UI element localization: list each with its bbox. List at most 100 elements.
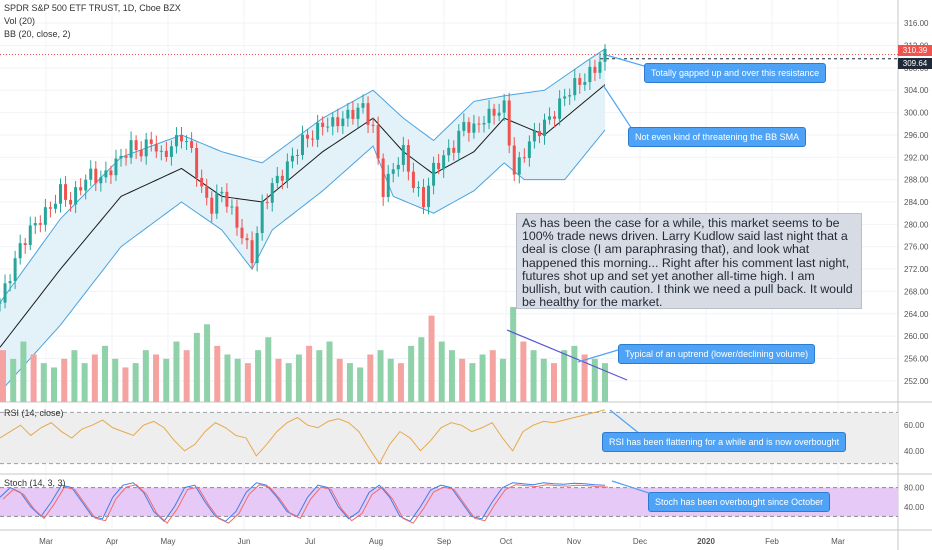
candle-body-110 <box>109 170 113 176</box>
candle-body-385 <box>386 173 390 197</box>
bb-lower-line <box>0 129 606 393</box>
volume-bar-10 <box>102 345 109 402</box>
candle-body-350 <box>351 109 355 119</box>
time-tick-Dec-9: Dec <box>633 537 647 546</box>
price-tick-304: 304.00 <box>904 86 929 95</box>
price-tick-272: 272.00 <box>904 265 929 274</box>
price-tick-288: 288.00 <box>904 176 929 185</box>
volume-bar-26 <box>265 337 272 402</box>
candle-body-240 <box>240 227 244 239</box>
candle-body-190 <box>190 141 194 149</box>
candle-body-375 <box>376 125 380 159</box>
time-tick-Oct-7: Oct <box>500 537 513 546</box>
volume-bar-19 <box>193 332 200 402</box>
price-tick-300: 300.00 <box>904 109 929 118</box>
volume-bar-4 <box>40 363 47 402</box>
candle-body-495 <box>497 112 501 116</box>
time-tick-2020-10: 2020 <box>697 537 715 546</box>
volume-bar-59 <box>602 363 608 402</box>
candle-body-555 <box>558 98 562 119</box>
price-tick-256: 256.00 <box>904 354 929 363</box>
bb-indicator-label: BB (20, close, 2) <box>4 29 71 39</box>
rsi-annotation[interactable]: RSI has been flattening for a while and … <box>602 432 847 452</box>
time-tick-May-2: May <box>160 537 175 546</box>
candle-body-485 <box>487 108 491 124</box>
volume-bar-45 <box>459 358 466 402</box>
price-tick-264: 264.00 <box>904 310 929 319</box>
volume-bar-52 <box>530 350 537 402</box>
volume-bar-30 <box>306 345 313 402</box>
time-tick-Jun-3: Jun <box>238 537 251 546</box>
time-tick-Jul-4: Jul <box>305 537 315 546</box>
candle-body-570 <box>573 78 577 96</box>
candle-body-450 <box>452 147 456 153</box>
volume-bar-57 <box>581 354 588 402</box>
volume-bar-32 <box>326 341 333 402</box>
candle-body-465 <box>467 122 471 133</box>
candle-body-390 <box>391 169 395 174</box>
candle-body-325 <box>326 126 330 128</box>
candle-body-565 <box>568 95 572 97</box>
volume-bar-22 <box>224 354 231 402</box>
candle-body-360 <box>361 103 365 108</box>
stoch-annotation[interactable]: Stoch has been overbought since October <box>648 492 831 512</box>
candle-body-285 <box>285 161 289 181</box>
volume-annotation[interactable]: Typical of an uptrend (lower/declining v… <box>618 344 816 364</box>
volume-bar-51 <box>520 341 527 402</box>
volume-bar-2 <box>20 341 27 402</box>
volume-bar-25 <box>255 350 262 402</box>
gap-annotation[interactable]: Totally gapped up and over this resistan… <box>644 63 827 83</box>
candle-body-460 <box>462 122 466 131</box>
candle-body-165 <box>164 150 168 157</box>
sma-annotation[interactable]: Not even kind of threatening the BB SMA <box>628 127 807 147</box>
volume-bar-18 <box>183 350 190 402</box>
volume-bar-6 <box>61 358 68 402</box>
volume-bar-58 <box>591 358 598 402</box>
candle-body-365 <box>366 103 370 125</box>
candle-body-175 <box>174 135 178 147</box>
price-tick-276: 276.00 <box>904 243 929 252</box>
arrow-volume <box>577 349 619 363</box>
candle-body-595 <box>598 61 602 73</box>
volume-bar-12 <box>122 367 129 402</box>
candle-body-550 <box>553 116 557 119</box>
candle-body-490 <box>492 108 496 116</box>
price-tick-280: 280.00 <box>904 220 929 229</box>
candle-body-275 <box>275 175 279 184</box>
candle-body-300 <box>301 134 304 156</box>
candle-body-470 <box>472 123 476 133</box>
candle-body-70 <box>69 199 73 205</box>
volume-trendline <box>506 329 628 381</box>
volume-bar-16 <box>163 358 170 402</box>
candle-body-530 <box>532 130 536 142</box>
price-axis: 252.00 256.00 260.00 264.00 268.00 272.00 276.… <box>904 19 929 512</box>
candle-body-480 <box>482 123 486 125</box>
candle-body-150 <box>149 139 153 144</box>
volume-bar-50 <box>510 307 517 402</box>
volume-bar-5 <box>51 367 58 402</box>
candle-body-80 <box>79 187 83 191</box>
volume-bar-47 <box>479 354 486 402</box>
volume-bar-49 <box>499 358 506 402</box>
volume-bar-24 <box>244 363 251 402</box>
candle-body-30 <box>28 225 32 246</box>
volume-bar-28 <box>285 363 292 402</box>
candle-body-220 <box>220 191 224 194</box>
arrow-rsi <box>609 409 641 435</box>
candle-body-540 <box>543 119 546 137</box>
time-tick-Apr-1: Apr <box>106 537 119 546</box>
rsi-indicator-label: RSI (14, close) <box>4 408 64 418</box>
candle-body-590 <box>593 66 597 73</box>
candle-body-120 <box>119 155 123 159</box>
candle-body-55 <box>53 203 57 209</box>
volume-bars <box>0 307 628 402</box>
volume-bar-1 <box>10 358 17 402</box>
candle-body-25 <box>23 243 27 246</box>
candle-body-560 <box>563 96 567 99</box>
candle-body-90 <box>89 168 93 180</box>
candle-body-425 <box>427 185 431 208</box>
candles <box>0 44 607 312</box>
arrow-gap <box>605 54 645 67</box>
volume-bar-40 <box>408 345 415 402</box>
commentary-box[interactable]: As has been the case for a while, this m… <box>516 213 862 309</box>
